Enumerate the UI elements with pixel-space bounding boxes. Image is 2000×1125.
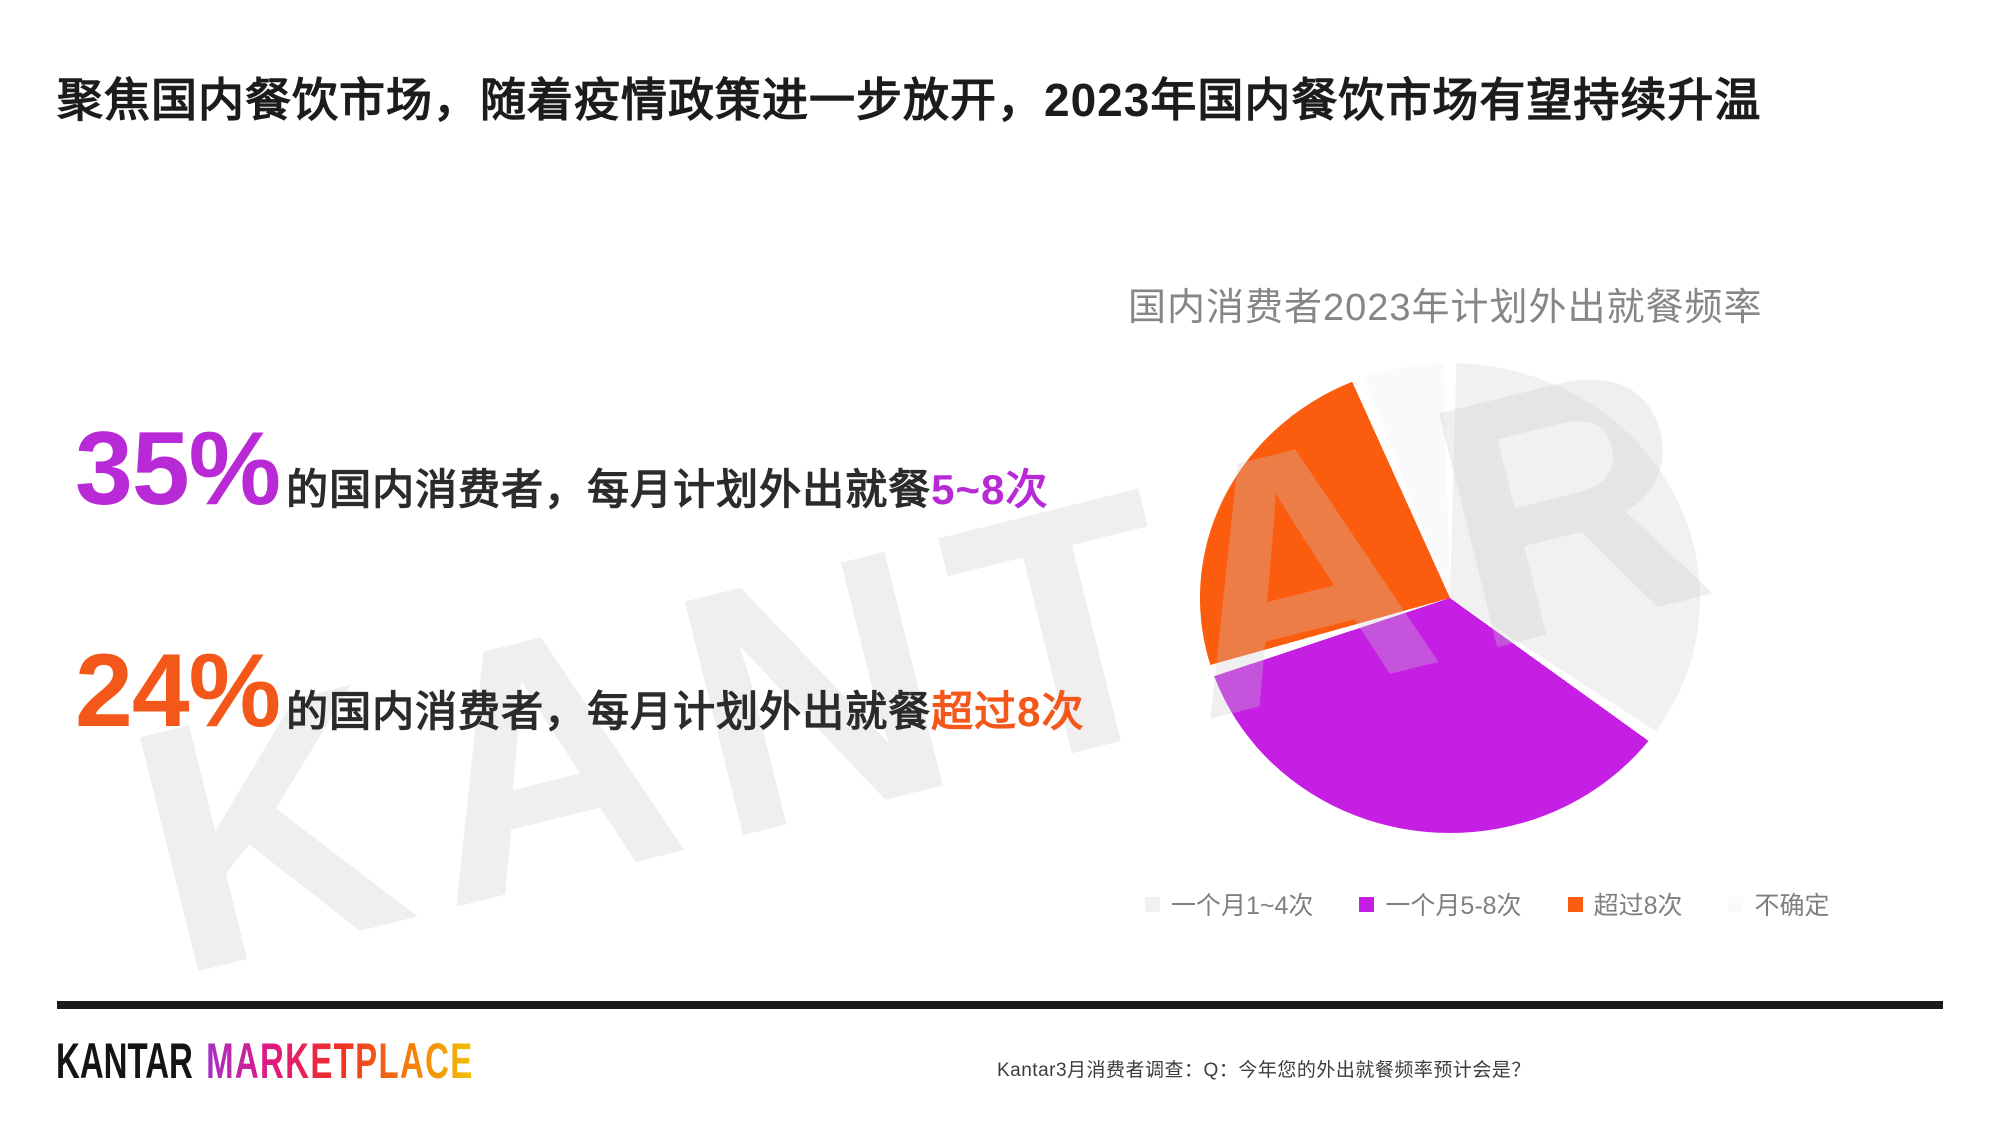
legend-swatch-1-4 — [1145, 896, 1160, 912]
kantar-marketplace-logo: KANTAR MARKETPLACE — [56, 1036, 474, 1086]
chart-title: 国内消费者2023年计划外出就餐频率 — [1128, 287, 1763, 329]
legend-label-unsure: 不确定 — [1754, 892, 1830, 920]
footer-divider — [57, 1001, 1943, 1009]
legend-swatch-over-8 — [1567, 896, 1583, 912]
stat-35-highlight: 5~8次 — [931, 466, 1049, 513]
stat-24-desc: 的国内消费者，每月计划外出就餐 — [286, 688, 932, 735]
legend-label-5-8: 一个月5-8次 — [1385, 892, 1522, 920]
stat-24-value: 24% — [75, 633, 281, 749]
source-note: Kantar3月消费者调查：Q：今年您的外出就餐频率预计会是？ — [997, 1060, 1531, 1081]
legend-swatch-5-8 — [1359, 896, 1375, 912]
pie-chart — [1199, 363, 1701, 833]
legend-label-1-4: 一个月1~4次 — [1171, 892, 1314, 920]
kantar-logo-text: KANTAR — [56, 1033, 193, 1089]
chart-legend: 一个月1~4次 一个月5-8次 超过8次 不确定 — [1145, 886, 1829, 922]
legend-item-over-8: 超过8次 — [1567, 886, 1683, 922]
marketplace-logo-text: MARKETPLACE — [206, 1033, 474, 1089]
stat-35-value: 35% — [75, 411, 281, 527]
stat-24-highlight: 超过8次 — [931, 688, 1085, 735]
legend-item-1-4: 一个月1~4次 — [1145, 886, 1313, 922]
legend-swatch-unsure — [1728, 896, 1744, 912]
legend-item-5-8: 一个月5-8次 — [1359, 886, 1522, 922]
page-title: 聚焦国内餐饮市场，随着疫情政策进一步放开，2023年国内餐饮市场有望持续升温 — [57, 74, 1762, 126]
stat-24-row: 24% 的国内消费者，每月计划外出就餐 超过8次 — [75, 639, 1085, 743]
legend-label-over-8: 超过8次 — [1593, 892, 1683, 920]
legend-item-unsure: 不确定 — [1728, 886, 1829, 922]
stat-35-desc: 的国内消费者，每月计划外出就餐 — [286, 466, 932, 513]
stat-35-row: 35% 的国内消费者，每月计划外出就餐 5~8次 — [75, 417, 1048, 521]
